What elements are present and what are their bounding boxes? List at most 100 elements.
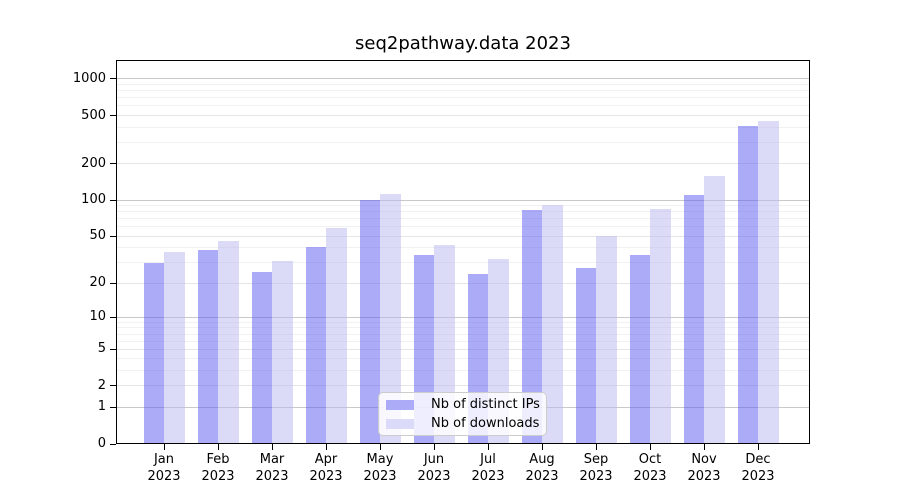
minor-gridline — [116, 247, 810, 249]
x-tick-label: Sep 2023 — [564, 451, 628, 485]
x-tick-year: 2023 — [201, 469, 235, 484]
x-tick-year: 2023 — [147, 469, 181, 484]
x-tick-month: Mar — [259, 452, 285, 467]
x-tick-month: Apr — [314, 452, 338, 467]
x-tick-label: Oct 2023 — [618, 451, 682, 485]
x-tick-month: Nov — [691, 452, 717, 467]
minor-gridline — [116, 97, 810, 99]
x-tick-month: Jan — [153, 452, 175, 467]
bar — [683, 195, 704, 444]
bar — [197, 250, 218, 444]
x-tick-mark — [757, 444, 759, 450]
legend-swatch-distinct-ips — [386, 399, 414, 410]
x-tick-mark — [217, 444, 219, 450]
mid-gridline — [116, 348, 810, 350]
x-tick-mark — [163, 444, 165, 450]
y-tick-label: 1 — [97, 399, 106, 415]
y-tick-label: 20 — [89, 275, 106, 291]
minor-gridline — [116, 321, 810, 323]
y-tick-label: 2 — [97, 377, 106, 393]
x-tick-year: 2023 — [255, 469, 289, 484]
x-tick-label: Dec 2023 — [726, 451, 790, 485]
x-tick-month: Sep — [583, 452, 609, 467]
y-tick-mark — [110, 78, 116, 80]
x-tick-year: 2023 — [687, 469, 721, 484]
x-tick-mark — [649, 444, 651, 450]
y-tick-mark — [110, 443, 116, 445]
minor-gridline — [116, 262, 810, 264]
x-tick-label: Jul 2023 — [456, 451, 520, 485]
y-tick-label: 10 — [89, 309, 106, 325]
x-tick-month: Aug — [529, 452, 555, 467]
x-tick-mark — [487, 444, 489, 450]
x-tick-month: Jun — [423, 452, 445, 467]
y-tick-label: 1000 — [72, 70, 106, 86]
y-tick-label: 100 — [81, 192, 106, 208]
bar — [650, 209, 671, 444]
bar — [218, 240, 239, 444]
x-tick-mark — [541, 444, 543, 450]
bar — [629, 254, 650, 444]
legend-item-distinct-ips: Nb of distinct IPs — [386, 396, 546, 413]
y-tick-label: 0 — [97, 436, 106, 451]
bar — [272, 260, 293, 444]
x-tick-label: Jan 2023 — [132, 451, 196, 485]
minor-gridline — [116, 226, 810, 228]
minor-gridline — [116, 333, 810, 335]
y-tick-mark — [110, 385, 116, 387]
minor-gridline — [116, 126, 810, 128]
minor-gridline — [116, 105, 810, 107]
mid-gridline — [116, 235, 810, 237]
x-tick-label: May 2023 — [348, 451, 412, 485]
mid-gridline — [116, 115, 810, 117]
x-tick-mark — [325, 444, 327, 450]
x-tick-year: 2023 — [633, 469, 667, 484]
x-tick-year: 2023 — [363, 469, 397, 484]
y-tick-mark — [110, 199, 116, 201]
mid-gridline — [116, 385, 810, 387]
y-tick-label: 200 — [81, 155, 106, 171]
y-tick-mark — [110, 235, 116, 237]
bar — [251, 271, 272, 444]
bar — [575, 267, 596, 444]
y-tick-label: 500 — [81, 107, 106, 123]
y-tick-mark — [110, 163, 116, 165]
legend-swatch-downloads — [386, 418, 414, 429]
x-tick-mark — [379, 444, 381, 450]
bar — [521, 209, 542, 444]
legend-label-distinct-ips: Nb of distinct IPs — [431, 397, 540, 412]
y-tick-label: 50 — [89, 228, 106, 244]
bar — [596, 236, 617, 444]
major-gridline — [116, 78, 810, 80]
x-tick-year: 2023 — [471, 469, 505, 484]
y-tick-label: 5 — [97, 341, 106, 357]
x-tick-year: 2023 — [525, 469, 559, 484]
x-tick-month: May — [366, 452, 394, 467]
x-tick-mark — [433, 444, 435, 450]
minor-gridline — [116, 84, 810, 86]
y-tick-mark — [110, 115, 116, 117]
bar — [359, 200, 380, 444]
x-tick-mark — [271, 444, 273, 450]
minor-gridline — [116, 370, 810, 372]
minor-gridline — [116, 327, 810, 329]
x-tick-label: Feb 2023 — [186, 451, 250, 485]
minor-gridline — [116, 340, 810, 342]
x-tick-month: Jul — [480, 452, 496, 467]
plot-area — [116, 60, 810, 444]
major-gridline — [116, 316, 810, 318]
mid-gridline — [116, 282, 810, 284]
x-tick-year: 2023 — [579, 469, 613, 484]
legend-label-downloads: Nb of downloads — [431, 416, 540, 431]
minor-gridline — [116, 358, 810, 360]
minor-gridline — [116, 218, 810, 220]
bar — [542, 205, 563, 444]
minor-gridline — [116, 211, 810, 213]
x-tick-label: Nov 2023 — [672, 451, 736, 485]
bar — [758, 120, 779, 444]
x-tick-year: 2023 — [417, 469, 451, 484]
x-tick-label: Aug 2023 — [510, 451, 574, 485]
y-tick-mark — [110, 282, 116, 284]
x-tick-month: Feb — [206, 452, 230, 467]
